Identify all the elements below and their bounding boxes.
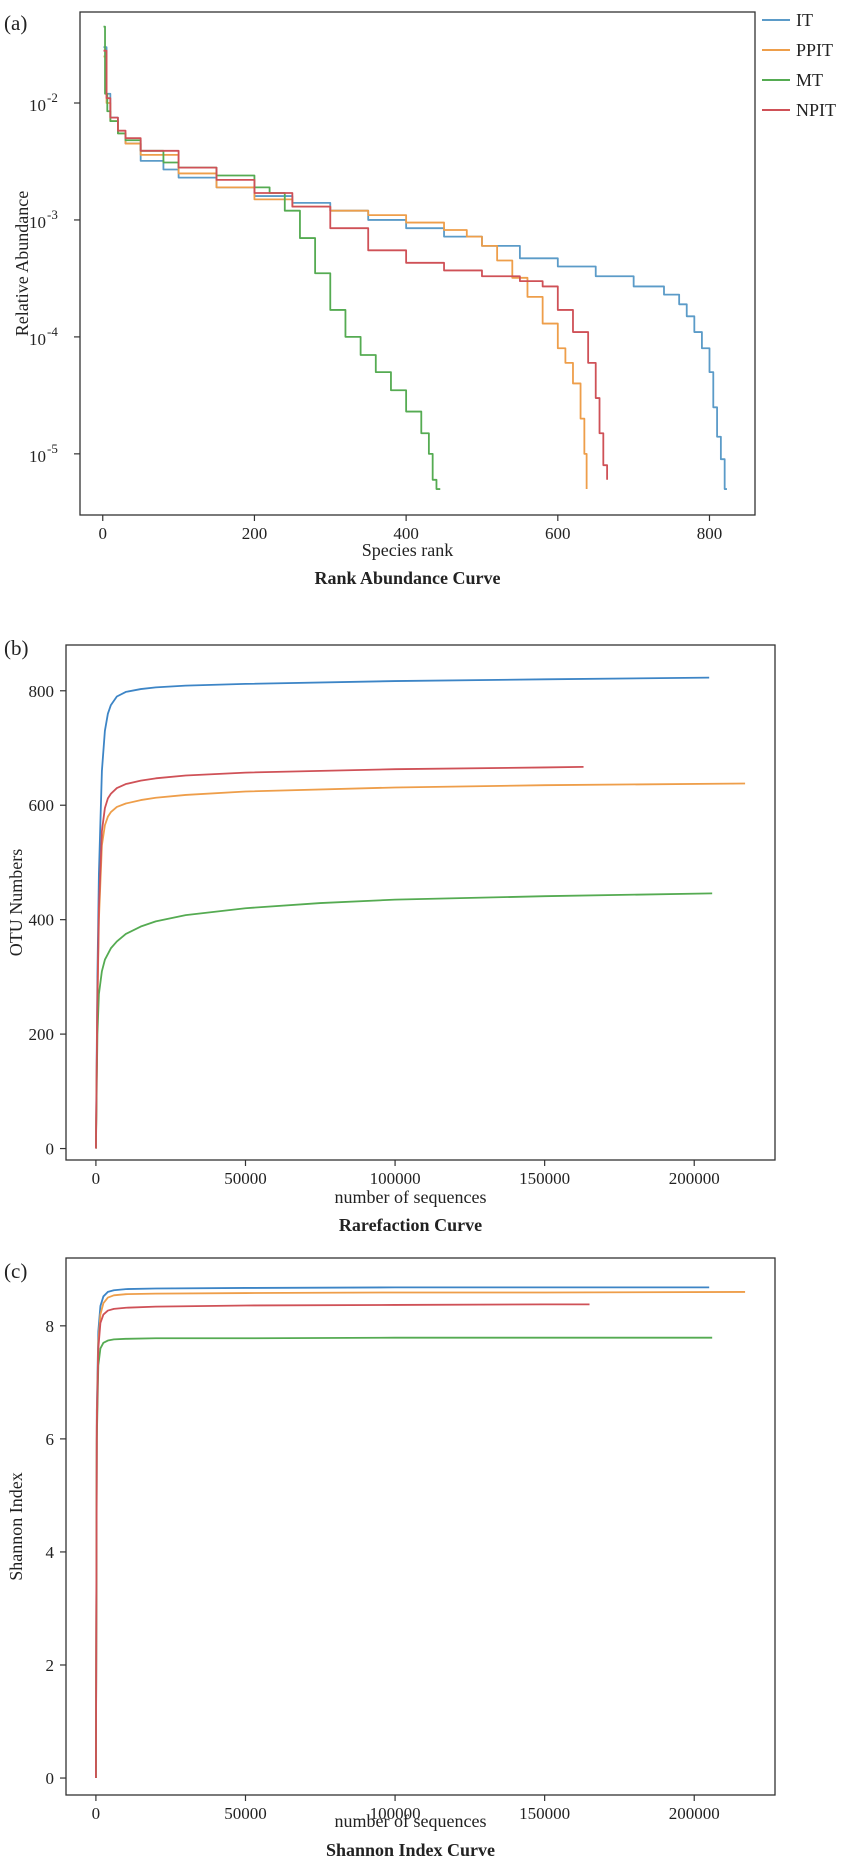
legend-label: NPIT [796,100,836,120]
plot-frame [79,11,756,516]
y-tick-exponent: -4 [47,324,58,339]
series-line-ppit [95,1291,746,1779]
x-tick-label: 150000 [519,1804,570,1823]
series-line-ppit [95,782,746,1149]
series-line-it [95,676,710,1149]
x-tick-label: 200 [242,524,268,543]
y-tick-label: 6 [46,1430,55,1449]
x-tick-label: 400 [393,524,419,543]
panel-label: (b) [4,636,29,660]
y-tick-label: 10 [29,213,46,232]
series-line-mt [95,1336,713,1779]
series-line-npit [103,49,609,480]
series-line-mt [95,892,713,1149]
x-tick-label: 200000 [669,1169,720,1188]
series-line-it [103,46,727,490]
y-tick-label: 600 [29,796,55,815]
y-tick-exponent: -3 [47,207,58,222]
y-tick-label: 200 [29,1025,55,1044]
series-line-ppit [103,55,588,490]
x-axis-label: Species rank [362,540,453,560]
y-tick-label: 0 [46,1140,55,1159]
x-tick-label: 50000 [224,1169,267,1188]
chart-panel-2: (b) 0 50000 100000 150000 200000 0 200 400 600 800… [4,636,776,1235]
y-tick-label: 2 [46,1656,55,1675]
x-tick-label: 0 [99,524,108,543]
plot-frame [65,1257,776,1796]
chart-title: Rank Abundance Curve [314,568,500,588]
plot-frame [65,644,776,1161]
x-axis-label: number of sequences [335,1187,487,1207]
x-tick-label: 800 [697,524,723,543]
x-tick-label: 100000 [370,1804,421,1823]
y-tick-exponent: -5 [47,441,58,456]
x-axis-label: number of sequences [335,1811,487,1831]
y-tick-label: 4 [46,1543,55,1562]
x-tick-label: 0 [92,1169,101,1188]
y-tick-label: 800 [29,682,55,701]
chart-panel-3: (c) 0 50000 100000 150000 200000 0 2 4 6 8 number o… [4,1257,776,1860]
y-axis-label: Shannon Index [6,1472,26,1580]
chart-title: Shannon Index Curve [326,1840,495,1860]
x-tick-label: 200000 [669,1804,720,1823]
legend: IT PPIT MT NPIT [762,10,836,120]
y-tick-label: 0 [46,1769,55,1788]
y-axis-label: OTU Numbers [6,849,26,956]
panel-label: (a) [4,11,27,35]
x-tick-label: 0 [92,1804,101,1823]
series-line-npit [95,765,584,1149]
legend-label: IT [796,10,813,30]
chart-title: Rarefaction Curve [339,1215,482,1235]
panel-label: (c) [4,1259,27,1283]
series-line-it [95,1286,710,1779]
y-tick-label: 8 [46,1317,55,1336]
x-tick-label: 150000 [519,1169,570,1188]
legend-label: PPIT [796,40,833,60]
x-tick-label: 100000 [370,1169,421,1188]
y-axis-label: Relative Abundance [12,191,32,336]
x-tick-label: 50000 [224,1804,267,1823]
y-tick-label: 10 [29,96,46,115]
y-tick-exponent: -2 [47,90,58,105]
series-line-npit [95,1303,590,1779]
y-tick-label: 10 [29,330,46,349]
y-tick-label: 400 [29,911,55,930]
series-line-mt [103,25,441,490]
x-tick-label: 600 [545,524,571,543]
y-tick-label: 10 [29,447,46,466]
legend-label: MT [796,70,823,90]
